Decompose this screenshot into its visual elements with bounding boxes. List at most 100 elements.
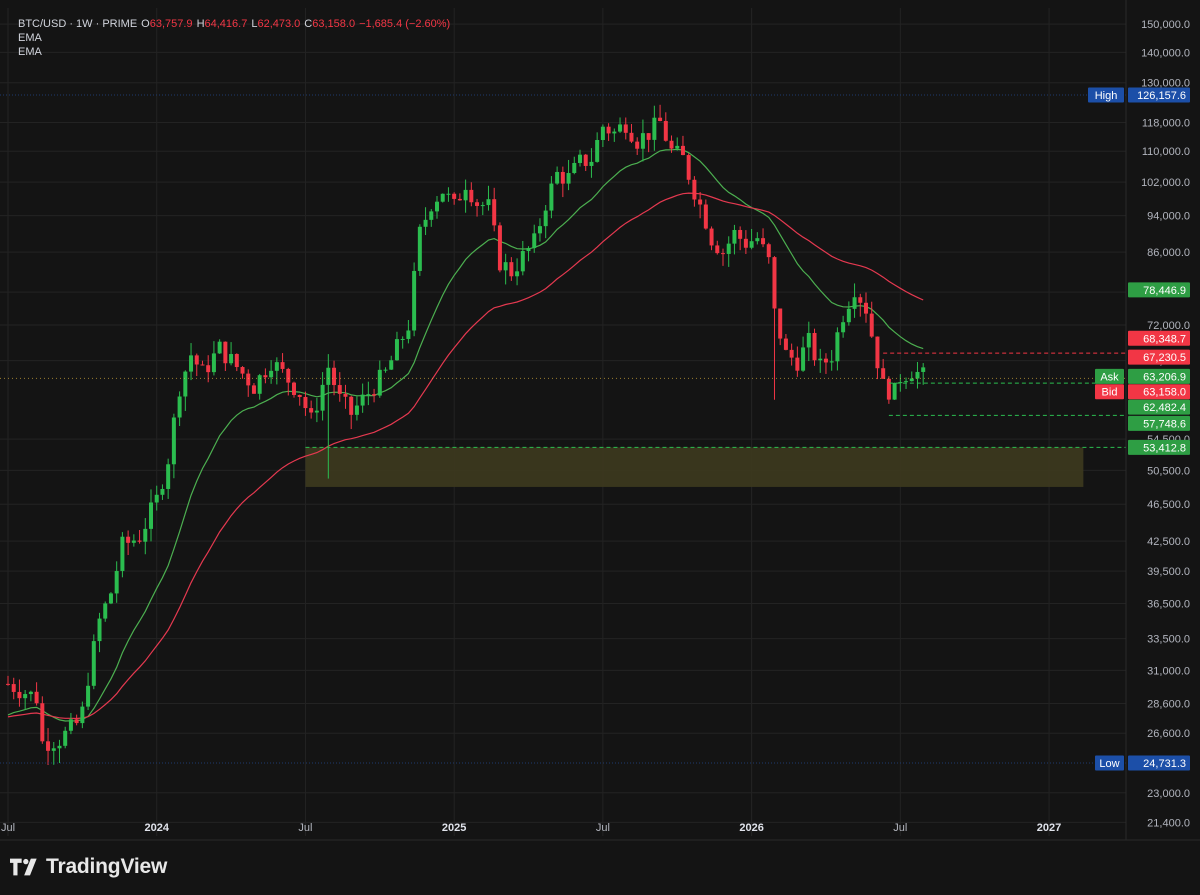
y-tick-label: 150,000.0 [1141,19,1190,31]
candle-body [131,540,136,543]
candle-body [149,502,153,529]
price-label-value: 53,412.8 [1143,442,1186,454]
x-tick-label: 2027 [1037,822,1061,834]
y-tick-label: 46,500.0 [1147,499,1190,511]
candle-body [86,685,91,707]
candle-body [240,367,245,374]
candle-body [475,202,480,206]
axes: 150,000.0 140,000.0 130,000.0 118,000.0 110,… [0,0,1200,841]
candle-body [864,302,868,314]
candle-body [160,488,165,495]
candle-body [263,375,268,378]
candle-body [108,593,113,604]
candle-body [417,226,422,271]
change-value: −1,685.4 (−2.60%) [359,18,451,30]
price-label-value: 126,157.6 [1137,90,1186,102]
low-value: 62,473.0 [257,18,301,30]
y-tick-label: 31,000.0 [1147,665,1190,677]
candle-body [314,410,319,413]
candle-body [646,133,651,140]
tradingview-branding[interactable]: TradingView [10,855,167,879]
candle-body [189,355,194,372]
price-label-tag-bg [1095,384,1124,400]
candle-body [28,691,33,695]
candle-body [320,384,325,411]
candle-body [589,161,594,166]
candle-body [480,205,485,207]
demand-zone [305,447,1084,487]
candle-body [23,694,28,699]
candle-body [74,719,79,724]
candle-body [34,691,39,704]
zone-rect [305,447,1084,487]
candle-body [68,719,73,731]
candle-body [126,536,131,543]
price-label-bg [1128,87,1190,103]
candle-body [389,360,394,370]
candle-body [869,313,874,337]
candle-body [406,330,411,339]
symbol-label[interactable]: BTC/USD · 1W · PRIME [18,18,138,30]
candle-body [509,262,514,277]
candle-body [663,121,668,141]
price-label-value: 63,158.0 [1143,387,1186,399]
indicator-ema-1[interactable]: EMA [18,32,42,44]
indicator-ema-2[interactable]: EMA [18,46,42,58]
candle-body [829,361,834,363]
candle-body [749,241,754,248]
y-tick-label: 21,400.0 [1147,817,1190,829]
candle-body [217,341,222,354]
candle-body [503,262,508,271]
ema-lines [7,148,924,722]
y-tick-label: 140,000.0 [1141,47,1190,59]
y-tick-label: 94,000.0 [1147,211,1190,223]
y-tick-label: 72,000.0 [1147,320,1190,332]
price-label-tag: Bid [1102,387,1118,399]
y-tick-label: 86,000.0 [1147,247,1190,259]
price-label-bg [1128,384,1190,400]
candle-body [618,124,623,132]
price-label-value: 67,230.5 [1143,352,1186,364]
candle-body [909,378,914,382]
x-tick-label: Jul [596,822,610,834]
candle-body [343,393,348,397]
ema-red-line [7,192,924,720]
candle-body [578,154,582,163]
candle-body [915,371,920,379]
candle-body [354,405,359,415]
candle-body [372,394,377,396]
candle-body [612,131,617,134]
grid [0,8,1126,836]
candle-body [171,417,176,465]
candle-body [560,171,565,184]
price-label-bg [1128,349,1190,365]
candle-body [6,683,10,685]
candle-body [555,171,560,184]
candle-body [526,248,531,252]
candle-body [572,162,577,174]
candle-body [137,540,142,542]
candle-body [446,193,451,195]
candle-body [766,244,771,258]
candle-body [743,238,748,248]
candle-body [114,570,119,594]
price-label-tag-bg [1088,87,1124,103]
candle-body [692,179,697,200]
price-label-bg [1128,415,1190,431]
candle-body [675,145,680,149]
candle-body [269,370,274,378]
price-label-bg [1128,368,1190,384]
price-label-tag: Ask [1100,371,1119,383]
candle-body [412,270,417,331]
candle-body [63,730,68,746]
candle-body [595,140,600,162]
candle-body [583,154,588,166]
candle-body [520,251,525,272]
candle-body [623,124,628,133]
candle-body [457,198,462,201]
ohlc-row: BTC/USD · 1W · PRIME O63,757.9 H64,416.7… [18,17,450,31]
price-label-tag: Low [1099,758,1119,770]
candle-body [80,706,85,724]
candle-body [251,385,256,394]
